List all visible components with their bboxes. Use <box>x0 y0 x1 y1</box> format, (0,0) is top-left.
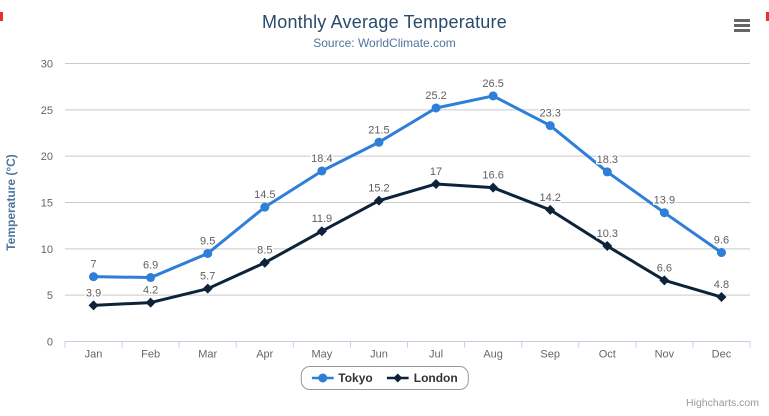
data-label: 17 <box>430 166 442 178</box>
hamburger-menu-icon[interactable] <box>732 17 752 34</box>
x-axis-label: Feb <box>141 349 160 361</box>
data-point-marker-tokyo[interactable] <box>659 208 669 218</box>
chart-title: Monthly Average Temperature <box>262 12 507 32</box>
data-label: 13.9 <box>654 195 675 207</box>
x-axis-label: Nov <box>655 349 675 361</box>
data-label: 14.2 <box>539 192 560 204</box>
x-axis-label: Apr <box>256 349 273 361</box>
data-point-marker-tokyo[interactable] <box>545 121 555 131</box>
legend-item-london[interactable]: London <box>386 371 458 385</box>
data-point-marker-london[interactable] <box>488 182 499 193</box>
data-point-marker-tokyo[interactable] <box>260 202 270 212</box>
x-axis-label: Jul <box>429 349 443 361</box>
x-axis-label: Sep <box>540 349 560 361</box>
series-line-tokyo <box>92 94 723 280</box>
data-point-marker-tokyo[interactable] <box>89 272 99 282</box>
data-point-marker-tokyo[interactable] <box>203 248 213 258</box>
data-label: 14.5 <box>254 189 275 201</box>
data-label: 15.2 <box>368 183 389 195</box>
data-point-marker-london[interactable] <box>545 204 556 215</box>
data-point-marker-london[interactable] <box>602 241 613 252</box>
data-point-marker-tokyo[interactable] <box>716 248 726 258</box>
credits-link[interactable]: Highcharts.com <box>686 397 759 409</box>
data-label: 5.7 <box>200 271 215 283</box>
x-axis-label: Aug <box>483 349 503 361</box>
data-point-marker-london[interactable] <box>316 226 327 237</box>
left-edge-red-mark <box>0 12 3 21</box>
data-label: 26.5 <box>482 78 503 90</box>
chart-subtitle: Source: WorldClimate.com <box>313 36 456 50</box>
data-point-marker-tokyo[interactable] <box>146 273 156 283</box>
y-axis-label: 15 <box>41 198 53 210</box>
data-label: 3.9 <box>86 287 101 299</box>
x-axis-label: Jan <box>85 349 103 361</box>
data-point-marker-tokyo[interactable] <box>317 166 327 176</box>
data-label: 9.5 <box>200 235 215 247</box>
data-label: 16.6 <box>482 170 503 182</box>
data-label: 10.3 <box>597 228 618 240</box>
y-axis-label: 5 <box>47 290 53 302</box>
data-point-marker-tokyo[interactable] <box>488 91 498 101</box>
data-point-marker-tokyo[interactable] <box>602 167 612 177</box>
data-label: 4.8 <box>714 279 729 291</box>
x-axis-label: Dec <box>712 349 732 361</box>
data-point-marker-london[interactable] <box>202 283 213 294</box>
data-point-marker-london[interactable] <box>716 292 727 303</box>
x-axis-label: May <box>311 349 332 361</box>
data-point-marker-london[interactable] <box>659 275 670 286</box>
data-label: 9.6 <box>714 235 729 247</box>
data-point-marker-tokyo[interactable] <box>431 103 441 113</box>
data-label: 18.3 <box>597 154 618 166</box>
data-point-marker-london[interactable] <box>431 178 442 189</box>
y-axis-label: 10 <box>41 244 53 256</box>
x-axis-label: Oct <box>599 349 616 361</box>
series-line-london <box>92 182 723 307</box>
x-axis-label: Mar <box>198 349 217 361</box>
y-axis-label: 30 <box>41 59 53 71</box>
data-label: 7 <box>90 259 96 271</box>
y-axis-label: 25 <box>41 105 53 117</box>
y-axis-label: 20 <box>41 151 53 163</box>
circle-marker-icon <box>311 373 334 383</box>
data-label: 8.5 <box>257 245 272 257</box>
data-point-marker-tokyo[interactable] <box>374 137 384 147</box>
data-point-marker-london[interactable] <box>145 297 156 308</box>
legend-label: London <box>413 371 458 385</box>
y-axis-label: 0 <box>47 337 53 349</box>
data-point-marker-london[interactable] <box>88 300 99 311</box>
data-label: 23.3 <box>539 108 560 120</box>
data-label: 6.9 <box>143 260 158 272</box>
legend: Tokyo London <box>300 366 469 390</box>
legend-item-tokyo[interactable]: Tokyo <box>311 371 373 385</box>
data-label: 25.2 <box>425 90 446 102</box>
x-axis-label: Jun <box>370 349 388 361</box>
data-label: 6.6 <box>657 262 672 274</box>
data-label: 11.9 <box>312 213 333 225</box>
data-point-marker-london[interactable] <box>259 257 270 268</box>
data-label: 4.2 <box>143 285 158 297</box>
data-label: 18.4 <box>311 153 332 165</box>
data-point-marker-london[interactable] <box>373 195 384 206</box>
y-axis-title: Temperature (°C) <box>4 154 18 251</box>
diamond-marker-icon <box>386 373 409 383</box>
right-edge-red-mark <box>766 12 769 21</box>
data-label: 21.5 <box>368 124 389 136</box>
legend-label: Tokyo <box>338 371 373 385</box>
